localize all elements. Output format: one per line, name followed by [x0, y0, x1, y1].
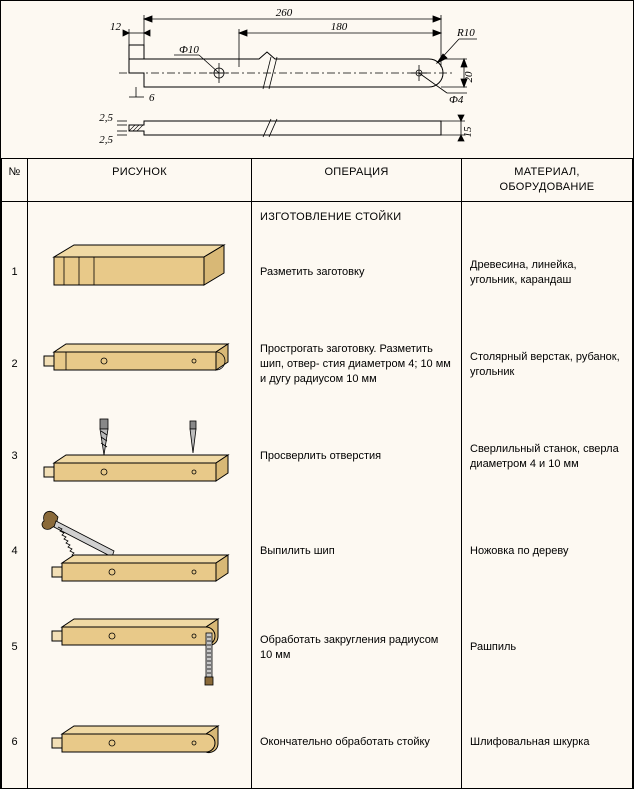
row-mat: Шлифовальная шкурка: [462, 696, 633, 788]
step4-icon: [34, 507, 234, 591]
section-row: ИЗГОТОВЛЕНИЕ СТОЙКИ: [2, 201, 633, 226]
row-num: 1: [2, 227, 28, 319]
drill-icon: [100, 419, 108, 455]
row-pic: [28, 599, 252, 696]
row-num: 2: [2, 319, 28, 411]
row-op: Разметить заготовку: [252, 227, 462, 319]
rasp-icon: [205, 633, 213, 685]
step1-icon: [34, 235, 234, 305]
row-mat: Сверлильный станок, сверла диаметром 4 и…: [462, 411, 633, 503]
dim-15: 15: [462, 126, 474, 138]
header-mat: МАТЕРИАЛ, ОБОРУДОВАНИЕ: [462, 159, 633, 201]
row-num: 6: [2, 696, 28, 788]
row-pic: [28, 227, 252, 319]
row-mat: Ножовка по дереву: [462, 503, 633, 600]
row-op: Обработать закругления радиусом 10 мм: [252, 599, 462, 696]
dim-6: 6: [149, 92, 155, 104]
step5-icon: [34, 603, 234, 687]
row-num: 5: [2, 599, 28, 696]
table-row: 2 Прострогать заготовку. Разметить шип, …: [2, 319, 633, 411]
row-op: Просверлить отверстия: [252, 411, 462, 503]
row-pic: [28, 503, 252, 600]
section-title: ИЗГОТОВЛЕНИЕ СТОЙКИ: [252, 201, 462, 226]
row-op: Прострогать заготовку. Разметить шип, от…: [252, 319, 462, 411]
dim-2_5b: 2,5: [99, 134, 113, 146]
row-op: Выпилить шип: [252, 503, 462, 600]
row-mat: Столярный верстак, рубанок, угольник: [462, 319, 633, 411]
dim-12: 12: [110, 21, 122, 33]
saw-icon: [42, 511, 114, 561]
table-row: 6 Окончательно обработать стойку Шлифова…: [2, 696, 633, 788]
header-pic: РИСУНОК: [28, 159, 252, 201]
step2-icon: [34, 332, 234, 392]
operations-table: № РИСУНОК ОПЕРАЦИЯ МАТЕРИАЛ, ОБОРУДОВАНИ…: [1, 159, 633, 788]
table-row: 3: [2, 411, 633, 503]
row-pic: [28, 696, 252, 788]
header-op: ОПЕРАЦИЯ: [252, 159, 462, 201]
table-row: 5: [2, 599, 633, 696]
row-num: 3: [2, 411, 28, 503]
row-pic: [28, 411, 252, 503]
drawing-svg: 260 180 12 Ф10 R10 Ф4: [9, 7, 619, 153]
row-num: 4: [2, 503, 28, 600]
row-pic: [28, 319, 252, 411]
dim-r10: R10: [456, 27, 475, 39]
row-mat: Рашпиль: [462, 599, 633, 696]
table-row: 1 Разметить заготовку Древесина, линейка…: [2, 227, 633, 319]
drill-icon: [190, 421, 196, 453]
page: 260 180 12 Ф10 R10 Ф4: [0, 0, 634, 789]
step6-icon: [34, 710, 234, 770]
table-row: 4: [2, 503, 633, 600]
dim-180: 180: [331, 21, 348, 33]
table-header-row: № РИСУНОК ОПЕРАЦИЯ МАТЕРИАЛ, ОБОРУДОВАНИ…: [2, 159, 633, 201]
dim-2_5a: 2,5: [99, 112, 113, 124]
header-num: №: [2, 159, 28, 201]
step3-icon: [34, 415, 234, 493]
dim-20: 20: [463, 71, 475, 83]
technical-drawing: 260 180 12 Ф10 R10 Ф4: [1, 1, 633, 159]
row-mat: Древесина, линейка, угольник, карандаш: [462, 227, 633, 319]
dim-phi10: Ф10: [179, 44, 199, 56]
row-op: Окончательно обработать стойку: [252, 696, 462, 788]
dim-260: 260: [276, 7, 293, 19]
dim-phi4: Ф4: [449, 94, 464, 106]
